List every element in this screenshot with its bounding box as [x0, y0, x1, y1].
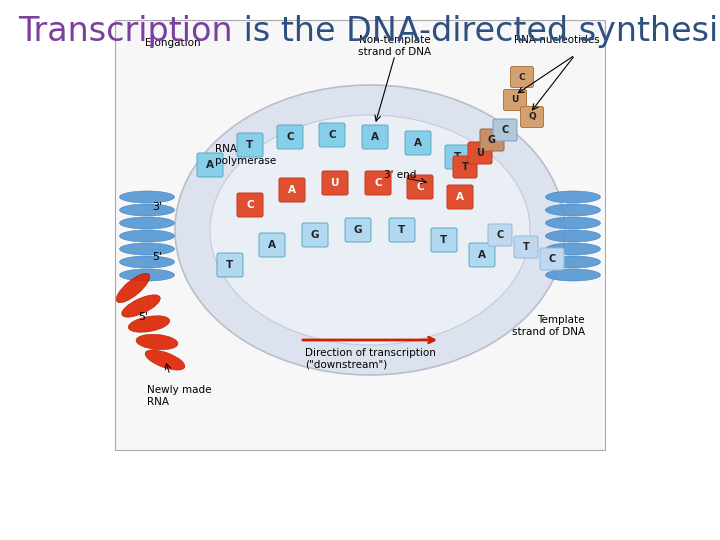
Text: C: C: [374, 178, 382, 188]
FancyBboxPatch shape: [115, 20, 605, 450]
Text: Direction of transcription
("downstream"): Direction of transcription ("downstream"…: [305, 348, 436, 369]
Text: C: C: [416, 182, 424, 192]
Text: Q: Q: [528, 112, 536, 122]
Text: Non-template
strand of DNA: Non-template strand of DNA: [359, 35, 431, 57]
Text: A: A: [288, 185, 296, 195]
Ellipse shape: [120, 256, 174, 268]
Text: C: C: [518, 72, 526, 82]
FancyBboxPatch shape: [540, 248, 564, 270]
Ellipse shape: [120, 269, 174, 281]
Text: C: C: [286, 132, 294, 142]
Text: C: C: [328, 130, 336, 140]
FancyBboxPatch shape: [407, 175, 433, 199]
FancyBboxPatch shape: [510, 66, 534, 87]
Text: T: T: [398, 225, 405, 235]
Text: A: A: [414, 138, 422, 148]
Text: Newly made
RNA: Newly made RNA: [147, 385, 212, 407]
FancyBboxPatch shape: [488, 224, 512, 246]
Text: T: T: [454, 152, 462, 162]
Text: A: A: [478, 250, 486, 260]
Ellipse shape: [546, 230, 600, 242]
FancyBboxPatch shape: [469, 243, 495, 267]
Text: RNA nucleotides: RNA nucleotides: [514, 35, 600, 45]
Ellipse shape: [546, 204, 600, 216]
Text: G: G: [311, 230, 319, 240]
FancyBboxPatch shape: [405, 131, 431, 155]
FancyBboxPatch shape: [365, 171, 391, 195]
Text: G: G: [354, 225, 362, 235]
FancyBboxPatch shape: [480, 129, 504, 151]
FancyBboxPatch shape: [389, 218, 415, 242]
Text: U: U: [511, 96, 518, 105]
Ellipse shape: [546, 256, 600, 268]
Ellipse shape: [122, 295, 161, 317]
Text: U: U: [476, 148, 484, 158]
Text: T: T: [441, 235, 448, 245]
FancyBboxPatch shape: [302, 223, 328, 247]
FancyBboxPatch shape: [237, 133, 263, 157]
Ellipse shape: [546, 217, 600, 229]
Text: A: A: [371, 132, 379, 142]
Text: C: C: [549, 254, 556, 264]
FancyBboxPatch shape: [319, 123, 345, 147]
Ellipse shape: [116, 273, 150, 303]
FancyBboxPatch shape: [362, 125, 388, 149]
Text: 5': 5': [152, 252, 162, 262]
Ellipse shape: [120, 230, 174, 242]
Text: G: G: [488, 135, 496, 145]
Text: RNA
polymerase: RNA polymerase: [215, 144, 276, 166]
Text: 5': 5': [138, 312, 148, 322]
FancyBboxPatch shape: [468, 142, 492, 164]
Ellipse shape: [120, 204, 174, 216]
Text: A: A: [268, 240, 276, 250]
Ellipse shape: [145, 350, 185, 370]
Ellipse shape: [546, 243, 600, 255]
FancyBboxPatch shape: [277, 125, 303, 149]
Ellipse shape: [210, 115, 530, 345]
Ellipse shape: [546, 269, 600, 281]
Text: C: C: [246, 200, 254, 210]
Text: 3' end: 3' end: [384, 170, 416, 180]
Text: C: C: [496, 230, 503, 240]
Text: is the DNA-directed synthesis of: is the DNA-directed synthesis of: [233, 15, 720, 48]
Text: Transcription: Transcription: [18, 15, 233, 48]
Text: T: T: [226, 260, 233, 270]
Text: C: C: [501, 125, 508, 135]
FancyBboxPatch shape: [217, 253, 243, 277]
FancyBboxPatch shape: [503, 90, 526, 111]
Text: U: U: [330, 178, 339, 188]
Text: A: A: [456, 192, 464, 202]
Ellipse shape: [120, 243, 174, 255]
FancyBboxPatch shape: [431, 228, 457, 252]
Text: A: A: [206, 160, 214, 170]
Text: T: T: [462, 162, 469, 172]
Ellipse shape: [546, 191, 600, 203]
Text: 3': 3': [152, 202, 162, 212]
Ellipse shape: [120, 217, 174, 229]
FancyBboxPatch shape: [237, 193, 263, 217]
FancyBboxPatch shape: [447, 185, 473, 209]
Ellipse shape: [120, 191, 174, 203]
Text: Template
strand of DNA: Template strand of DNA: [512, 315, 585, 336]
FancyBboxPatch shape: [279, 178, 305, 202]
FancyBboxPatch shape: [445, 145, 471, 169]
Text: Elongation: Elongation: [145, 38, 201, 48]
FancyBboxPatch shape: [322, 171, 348, 195]
FancyBboxPatch shape: [197, 153, 223, 177]
Text: T: T: [246, 140, 253, 150]
Ellipse shape: [175, 85, 565, 375]
Text: T: T: [523, 242, 529, 252]
FancyBboxPatch shape: [259, 233, 285, 257]
Ellipse shape: [128, 316, 170, 332]
FancyBboxPatch shape: [453, 156, 477, 178]
Ellipse shape: [136, 334, 178, 350]
FancyBboxPatch shape: [345, 218, 371, 242]
FancyBboxPatch shape: [493, 119, 517, 141]
FancyBboxPatch shape: [514, 236, 538, 258]
FancyBboxPatch shape: [521, 106, 544, 127]
